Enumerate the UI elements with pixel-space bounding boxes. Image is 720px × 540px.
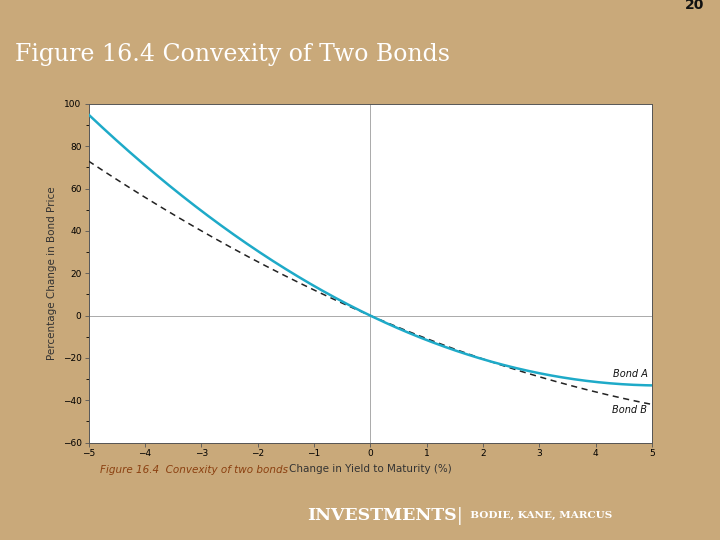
Text: |: | (456, 507, 462, 525)
X-axis label: Change in Yield to Maturity (%): Change in Yield to Maturity (%) (289, 464, 451, 474)
Text: Figure 16.4  Convexity of two bonds: Figure 16.4 Convexity of two bonds (100, 465, 288, 475)
Text: Bond B: Bond B (613, 405, 647, 415)
Text: 20: 20 (685, 0, 704, 12)
Text: BODIE, KANE, MARCUS: BODIE, KANE, MARCUS (463, 511, 612, 520)
Text: Figure 16.4 Convexity of Two Bonds: Figure 16.4 Convexity of Two Bonds (15, 43, 450, 66)
Text: INVESTMENTS: INVESTMENTS (307, 507, 457, 524)
Y-axis label: Percentage Change in Bond Price: Percentage Change in Bond Price (47, 186, 57, 360)
Text: Bond A: Bond A (613, 368, 647, 379)
